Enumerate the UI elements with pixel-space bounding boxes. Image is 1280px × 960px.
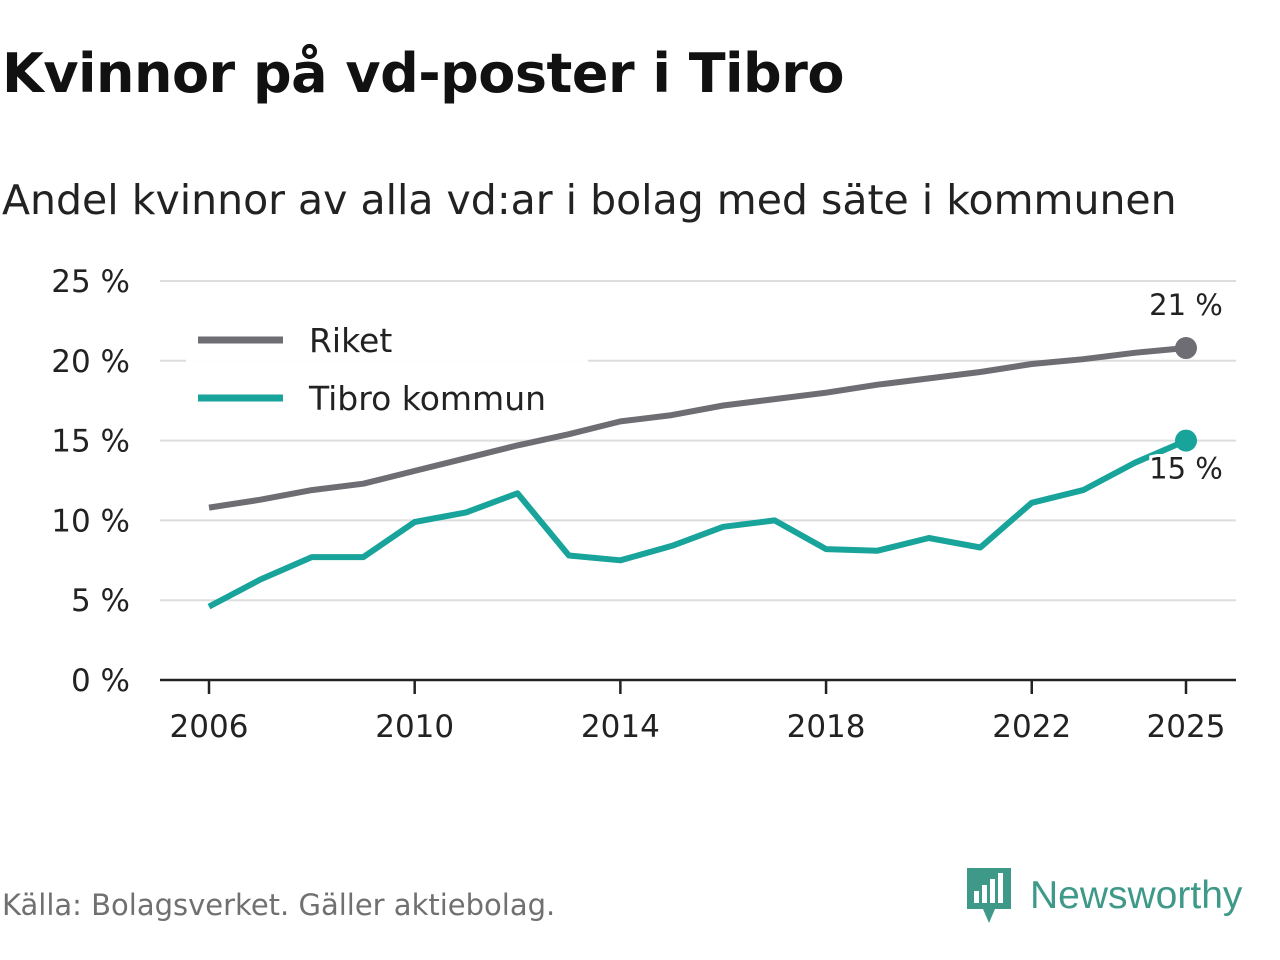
y-tick-label: 5 % bbox=[71, 583, 130, 619]
newsworthy-logo: Newsworthy bbox=[964, 864, 1242, 928]
series bbox=[207, 345, 1188, 610]
tibro-line bbox=[207, 437, 1188, 610]
legend-label: Tibro kommun bbox=[308, 379, 546, 418]
x-tick-label: 2006 bbox=[170, 709, 249, 745]
axes: 0 % 5 % 10 % 15 % 20 % 25 % 2006 2010 2014 2018 20… bbox=[51, 264, 1236, 745]
y-tick-label: 25 % bbox=[51, 264, 130, 300]
x-tick-label: 2014 bbox=[581, 709, 660, 745]
end-value-label: 21 % bbox=[1149, 288, 1223, 322]
end-value-label: 15 % bbox=[1149, 452, 1223, 486]
end-marker bbox=[1175, 337, 1197, 360]
legend: Riket Tibro kommun bbox=[186, 320, 588, 420]
line-chart: 0 % 5 % 10 % 15 % 20 % 25 % 2006 2010 2014 2018 20… bbox=[51, 264, 1236, 745]
y-tick-label: 0 % bbox=[71, 663, 130, 699]
source-note: Källa: Bolagsverket. Gäller aktiebolag. bbox=[2, 888, 556, 922]
chart-title: Kvinnor på vd-poster i Tibro bbox=[2, 42, 844, 105]
end-labels: 21 % 15 % bbox=[1146, 285, 1226, 489]
y-tick-label: 15 % bbox=[51, 424, 130, 460]
legend-label: Riket bbox=[309, 321, 392, 360]
end-marker bbox=[1175, 429, 1197, 452]
y-tick-label: 20 % bbox=[51, 344, 130, 380]
x-tick-label: 2022 bbox=[992, 709, 1071, 745]
chart-subtitle: Andel kvinnor av alla vd:ar i bolag med … bbox=[2, 176, 1177, 224]
brand-name: Newsworthy bbox=[1030, 874, 1243, 917]
newsworthy-icon bbox=[967, 868, 1011, 923]
riket-line bbox=[208, 345, 1187, 511]
y-tick-label: 10 % bbox=[51, 503, 130, 539]
x-tick-label: 2018 bbox=[787, 709, 866, 745]
x-tick-label: 2010 bbox=[375, 709, 454, 745]
x-tick-label: 2025 bbox=[1147, 709, 1226, 745]
